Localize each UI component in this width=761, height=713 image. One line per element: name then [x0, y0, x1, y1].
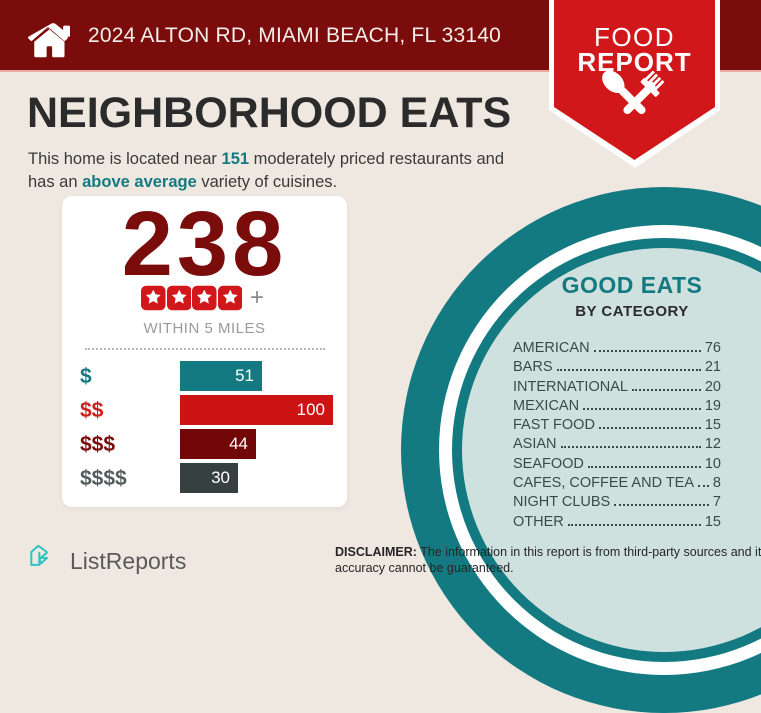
svg-text:REPORT: REPORT [577, 47, 691, 77]
